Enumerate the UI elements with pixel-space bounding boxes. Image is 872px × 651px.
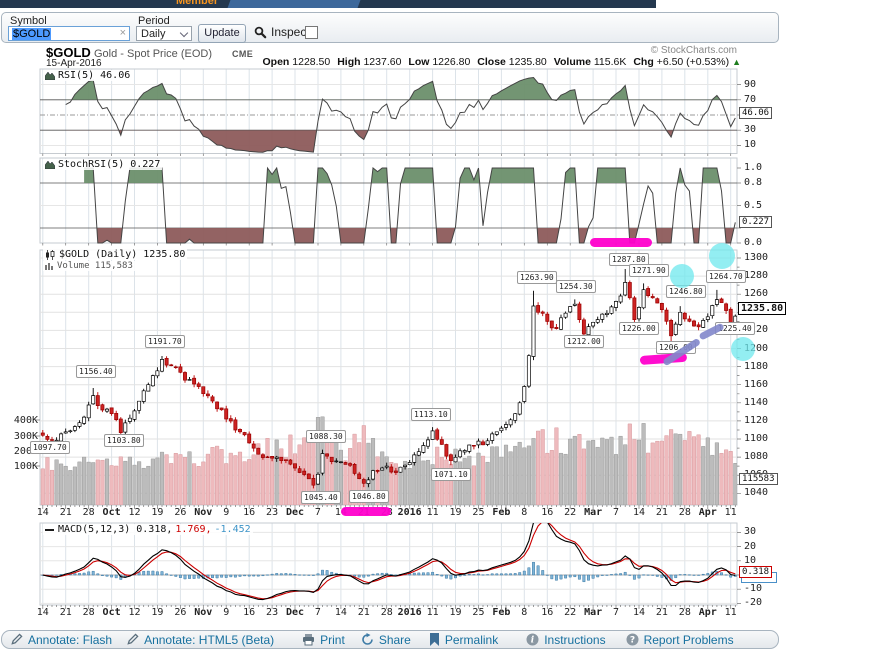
toolbar-item-annotate-flash[interactable]: Annotate: Flash (10, 633, 112, 647)
toolbar-item-annotate-html5-beta-[interactable]: Annotate: HTML5 (Beta) (126, 633, 274, 647)
quote-value: +6.50 (+0.53%) (653, 56, 730, 68)
info-icon: i (526, 633, 539, 646)
quote-label: Volume (553, 56, 591, 68)
quote-label: Close (477, 56, 506, 68)
toolbar-item-label: Report Problems (643, 632, 734, 647)
inspect-checkbox[interactable] (305, 26, 318, 39)
share-icon (361, 633, 374, 646)
chart-title-description: Gold - Spot Price (EOD) (94, 48, 212, 60)
period-value: Daily (141, 27, 166, 40)
bookmark-icon (429, 633, 440, 646)
control-bar: Symbol $GOLD × Period Daily Update Inspe… (1, 12, 779, 43)
chevron-down-icon (179, 28, 189, 38)
chart-title-symbol: $GOLD (46, 45, 91, 60)
change-up-arrow: ▲ (732, 57, 741, 67)
question-icon: ? (626, 633, 639, 646)
toolbar-item-share[interactable]: Share (361, 633, 411, 647)
printer-icon (302, 633, 315, 646)
navbar-highlight (227, 0, 361, 8)
toolbar-item-label: Share (378, 632, 411, 647)
quote-value: 1226.80 (429, 56, 471, 68)
period-label: Period (138, 15, 170, 27)
chart-date: 15-Apr-2016 (46, 58, 102, 69)
copyright-text: © StockCharts.com (650, 45, 737, 56)
toolbar-item-label: Annotate: Flash (28, 632, 113, 647)
highlighter-stroke (341, 507, 391, 516)
toolbar-item-label: Annotate: HTML5 (Beta) (144, 632, 275, 647)
pencil-icon (10, 633, 23, 646)
quote-value: 1228.50 (289, 56, 331, 68)
symbol-value: $GOLD (12, 27, 52, 40)
toolbar-item-report-problems[interactable]: ? Report Problems (626, 633, 734, 647)
pencil-icon (126, 633, 139, 646)
quote-label: High (337, 56, 361, 68)
circle-annotation (731, 337, 755, 361)
quote-value: 115.6K (590, 56, 627, 68)
toolbar-item-permalink[interactable]: Permalink (429, 633, 498, 647)
member-navbar: Member (0, 0, 656, 8)
quote-label: Low (408, 56, 430, 68)
quote-label: Open (262, 56, 290, 68)
quote-label: Chg (633, 56, 654, 68)
magnifier-icon (254, 26, 267, 38)
svg-text:?: ? (629, 636, 634, 646)
chart-title-exchange: CME (232, 49, 254, 59)
symbol-input[interactable]: $GOLD × (8, 26, 130, 41)
period-select[interactable]: Daily (136, 26, 192, 41)
quote-value: 1235.80 (505, 56, 547, 68)
circle-annotation (670, 264, 694, 288)
circle-annotation (709, 243, 735, 269)
toolbar-item-print[interactable]: Print (302, 633, 345, 647)
highlighter-stroke (590, 238, 652, 247)
svg-text:i: i (531, 636, 535, 646)
quote-value: 1237.60 (360, 56, 402, 68)
clear-icon[interactable]: × (119, 27, 126, 39)
ohlc-quote-row: Open 1228.50 High 1237.60 Low 1226.80 Close… (256, 56, 742, 68)
update-button[interactable]: Update (198, 24, 246, 43)
inspect-label: Inspect (271, 25, 310, 39)
inspect-toggle[interactable]: Inspect (254, 25, 310, 39)
toolbar-item-label: Instructions (544, 632, 606, 647)
member-tab[interactable]: Member (176, 0, 219, 7)
bottom-toolbar: Annotate: Flash Annotate: HTML5 (Beta) Pri… (1, 630, 779, 649)
toolbar-item-instructions[interactable]: i Instructions (526, 632, 606, 647)
toolbar-item-label: Permalink (444, 632, 499, 647)
symbol-label: Symbol (10, 15, 47, 27)
toolbar-item-label: Print (320, 632, 345, 647)
